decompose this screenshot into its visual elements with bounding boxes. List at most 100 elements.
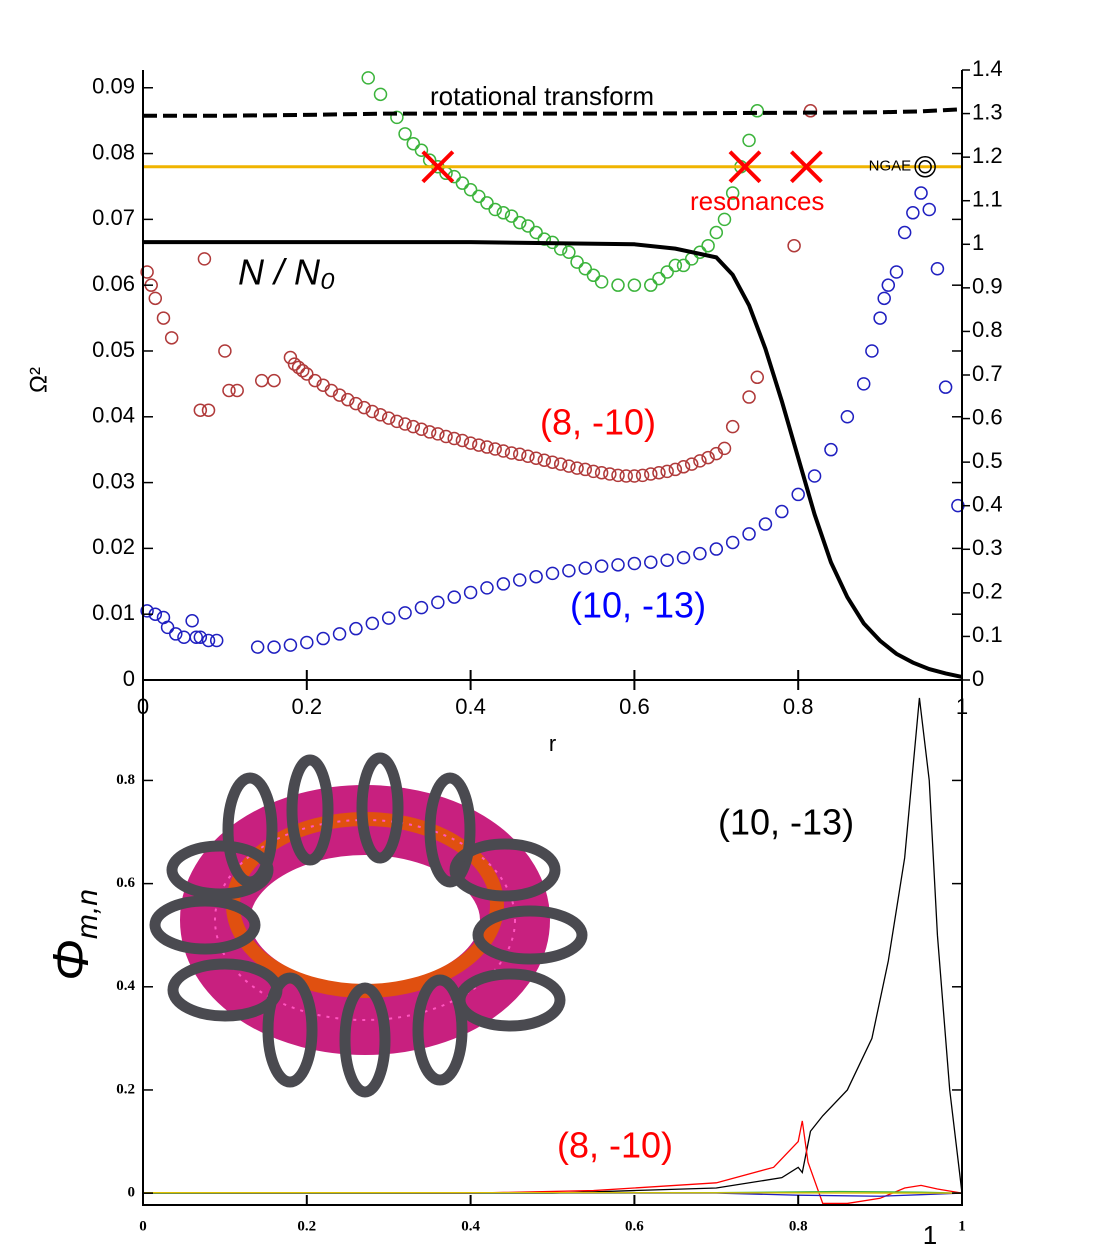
annotation: resonances <box>690 186 824 216</box>
data-point <box>448 591 460 603</box>
data-point <box>661 266 673 278</box>
data-point <box>645 556 657 568</box>
data-point <box>678 259 690 271</box>
data-point <box>514 217 526 229</box>
annotation: N / N₀ <box>238 252 335 293</box>
data-point <box>538 454 550 466</box>
data-point <box>383 412 395 424</box>
data-point <box>375 88 387 100</box>
data-point <box>637 469 649 481</box>
data-point <box>890 266 902 278</box>
data-point <box>579 562 591 574</box>
x-tick-label: 0.4 <box>455 694 486 719</box>
data-point <box>710 227 722 239</box>
data-point <box>612 279 624 291</box>
data-point <box>645 468 657 480</box>
data-point <box>317 633 329 645</box>
y-tick-label: 0.4 <box>116 978 135 994</box>
y-tick-label: 0.04 <box>92 403 135 428</box>
data-point <box>268 641 280 653</box>
data-point <box>465 586 477 598</box>
y-tick-label: 0.09 <box>92 74 135 99</box>
figure: NGAE00.20.40.60.8100.010.020.030.040.050… <box>0 0 1106 1247</box>
y-tick-label: 0.2 <box>116 1081 135 1097</box>
data-point <box>166 332 178 344</box>
data-point <box>481 582 493 594</box>
data-point <box>759 518 771 530</box>
data-point <box>383 612 395 624</box>
y-tick-label: 0.01 <box>92 600 135 625</box>
data-point <box>596 560 608 572</box>
data-point <box>792 488 804 500</box>
x-tick-label: 0.4 <box>461 1218 480 1234</box>
data-point <box>825 444 837 456</box>
data-point <box>645 279 657 291</box>
y2-tick-label: 0.9 <box>972 274 1003 299</box>
y2-tick-label: 1.2 <box>972 143 1003 168</box>
data-point <box>407 138 419 150</box>
data-point <box>686 458 698 470</box>
data-point <box>203 404 215 416</box>
x-tick-label: 0.8 <box>789 1218 808 1234</box>
y2-tick-label: 1.3 <box>972 99 1003 124</box>
x-tick-label: 0.2 <box>297 1218 316 1234</box>
y-axis-label: Ω² <box>25 367 52 393</box>
torus-illustration <box>155 758 582 1092</box>
data-point <box>497 207 509 219</box>
y2-tick-label: 1 <box>972 230 984 255</box>
data-point <box>514 448 526 460</box>
data-point <box>456 177 468 189</box>
data-point <box>530 452 542 464</box>
data-point <box>669 463 681 475</box>
data-point <box>788 240 800 252</box>
data-point <box>587 269 599 281</box>
data-point <box>907 207 919 219</box>
y-tick-label: 0 <box>123 666 135 691</box>
data-point <box>563 460 575 472</box>
data-point <box>874 312 886 324</box>
data-point <box>489 204 501 216</box>
data-point <box>301 636 313 648</box>
y-tick-label: 0.08 <box>92 139 135 164</box>
data-point <box>465 184 477 196</box>
data-point <box>809 470 821 482</box>
x-tick-label: 0.6 <box>619 694 650 719</box>
y2-tick-label: 0.1 <box>972 622 1003 647</box>
data-point <box>743 391 755 403</box>
data-point <box>170 628 182 640</box>
data-point <box>604 468 616 480</box>
annotation: (10, -13) <box>718 802 854 843</box>
data-point <box>678 552 690 564</box>
data-point <box>149 292 161 304</box>
data-point <box>465 437 477 449</box>
data-point <box>186 615 198 627</box>
x-tick-label: 0.6 <box>625 1218 644 1234</box>
axes-frame <box>143 685 962 1205</box>
y-tick-label: 0.8 <box>116 772 135 788</box>
data-point <box>530 571 542 583</box>
profile-line <box>143 1193 962 1194</box>
y-tick-label: 0 <box>128 1185 136 1201</box>
data-point <box>522 450 534 462</box>
annotation: (8, -10) <box>540 402 656 443</box>
data-point <box>473 439 485 451</box>
data-point <box>231 384 243 396</box>
y-tick-label: 0.06 <box>92 271 135 296</box>
data-point <box>915 187 927 199</box>
data-point <box>555 458 567 470</box>
data-point <box>940 381 952 393</box>
data-point <box>661 465 673 477</box>
y2-tick-label: 0.2 <box>972 579 1003 604</box>
y2-tick-label: 0.5 <box>972 448 1003 473</box>
y2-tick-label: 0.3 <box>972 535 1003 560</box>
annotation: 1 <box>923 1220 937 1247</box>
ngae-label: NGAE <box>869 158 912 175</box>
data-point <box>178 631 190 643</box>
data-point <box>514 574 526 586</box>
annotation: (10, -13) <box>570 585 706 626</box>
data-point <box>415 602 427 614</box>
data-point <box>596 467 608 479</box>
data-point <box>866 345 878 357</box>
data-point <box>162 621 174 633</box>
y-tick-label: 0.02 <box>92 534 135 559</box>
